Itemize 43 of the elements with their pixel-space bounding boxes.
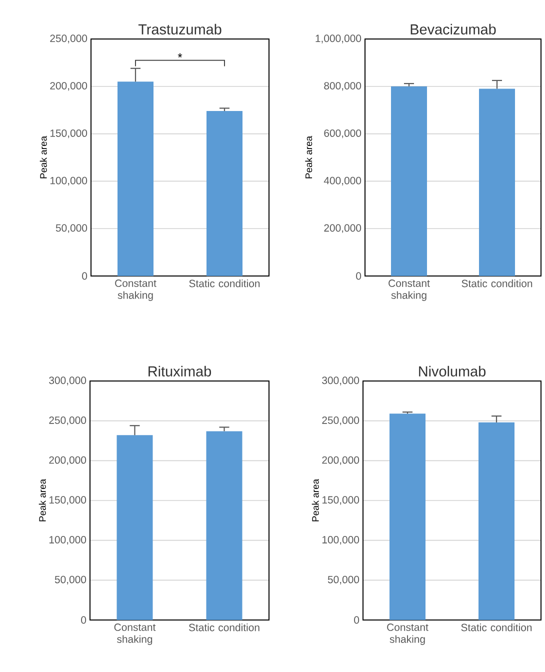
y-tick-label: 150,000 bbox=[322, 496, 360, 505]
x-tick-label: Constant shaking bbox=[388, 280, 430, 301]
x-tick-label: Static condition bbox=[461, 624, 532, 632]
chart-title: Trastuzumab bbox=[138, 24, 222, 34]
y-tick-label: 1,000,000 bbox=[316, 34, 362, 44]
chart-title: Bevacizumab bbox=[410, 24, 496, 34]
x-tick-label: Static condition bbox=[189, 280, 260, 288]
x-tick-label: Constant shaking bbox=[387, 624, 428, 645]
y-tick-label: 250,000 bbox=[49, 416, 86, 426]
y-tick-label: 50,000 bbox=[56, 224, 88, 233]
y-tick-label: 0 bbox=[81, 616, 86, 624]
y-tick-label: 200,000 bbox=[324, 224, 362, 233]
chart-title: Rituximab bbox=[148, 366, 212, 376]
y-tick-label: 800,000 bbox=[324, 82, 362, 91]
y-axis-title: Peak area bbox=[40, 136, 47, 178]
y-tick-label: 0 bbox=[82, 272, 88, 280]
y-tick-label: 200,000 bbox=[49, 456, 86, 465]
y-tick-label: 250,000 bbox=[322, 416, 360, 426]
x-tick-label: Static condition bbox=[188, 624, 260, 632]
y-tick-label: 0 bbox=[356, 272, 362, 280]
y-axis-title: Peak area bbox=[312, 478, 319, 522]
y-tick-label: 50,000 bbox=[54, 576, 86, 584]
y-tick-label: 50,000 bbox=[328, 576, 360, 584]
y-tick-label: 150,000 bbox=[49, 496, 86, 505]
y-tick-label: 100,000 bbox=[50, 176, 88, 186]
x-tick-label: Constant shaking bbox=[114, 624, 156, 645]
y-axis-title: Peak area bbox=[305, 136, 312, 178]
y-tick-label: 400,000 bbox=[324, 176, 362, 186]
y-tick-label: 100,000 bbox=[49, 536, 86, 545]
y-tick-label: 100,000 bbox=[322, 536, 360, 545]
x-tick-label: Static condition bbox=[462, 280, 532, 288]
y-tick-label: 300,000 bbox=[49, 376, 86, 386]
y-tick-label: 150,000 bbox=[50, 129, 88, 138]
y-tick-label: 250,000 bbox=[50, 34, 88, 44]
y-tick-label: 200,000 bbox=[322, 456, 360, 465]
x-tick-label: Constant shaking bbox=[115, 280, 156, 301]
y-tick-label: 200,000 bbox=[50, 82, 88, 91]
chart-title: Nivolumab bbox=[419, 366, 486, 376]
y-tick-label: 300,000 bbox=[322, 376, 360, 386]
y-tick-label: 0 bbox=[354, 616, 360, 624]
annotation: * bbox=[178, 53, 182, 58]
y-axis-title: Peak area bbox=[38, 478, 46, 522]
y-tick-label: 600,000 bbox=[324, 129, 362, 138]
